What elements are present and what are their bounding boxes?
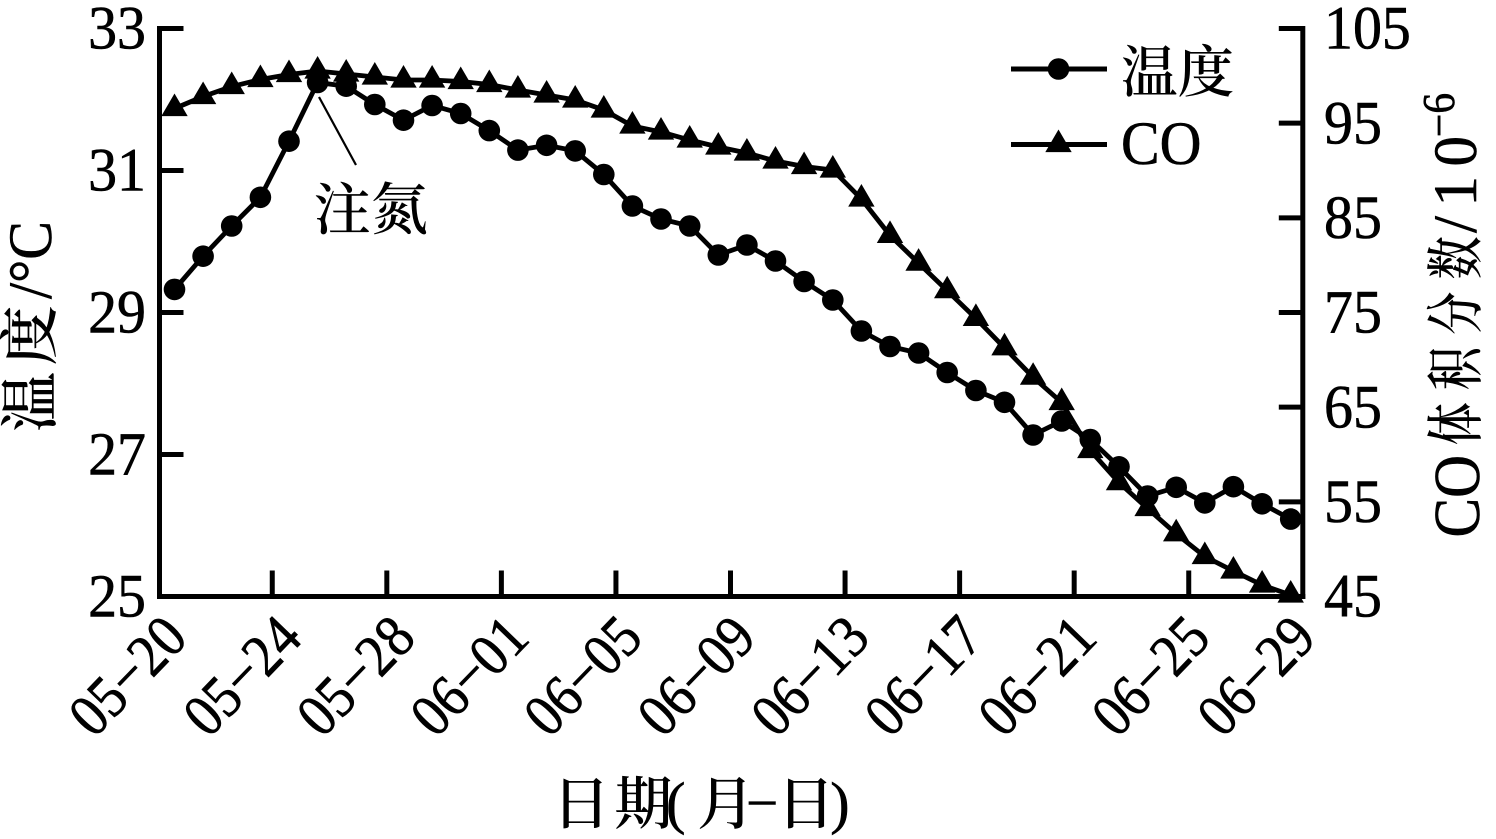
- svg-text:): ): [830, 771, 849, 836]
- svg-text:33: 33: [88, 0, 146, 63]
- svg-text:25: 25: [88, 564, 146, 631]
- svg-text:105: 105: [1324, 0, 1411, 63]
- svg-text:27: 27: [88, 422, 146, 489]
- svg-text:65: 65: [1324, 374, 1382, 441]
- svg-text:/10: /10: [1423, 136, 1490, 233]
- svg-text:95: 95: [1324, 90, 1382, 157]
- svg-text:45: 45: [1324, 564, 1382, 631]
- svg-text:/°C: /°C: [0, 221, 65, 299]
- svg-text:31: 31: [88, 138, 146, 205]
- svg-text:CO: CO: [1121, 111, 1202, 178]
- svg-text:(: (: [666, 771, 685, 836]
- svg-text:75: 75: [1324, 280, 1382, 347]
- svg-text:85: 85: [1324, 185, 1382, 252]
- svg-text:55: 55: [1324, 469, 1382, 536]
- svg-text:29: 29: [88, 280, 146, 347]
- svg-text:CO: CO: [1421, 455, 1494, 538]
- svg-text:−: −: [746, 772, 778, 835]
- svg-text:−6: −6: [1414, 93, 1464, 137]
